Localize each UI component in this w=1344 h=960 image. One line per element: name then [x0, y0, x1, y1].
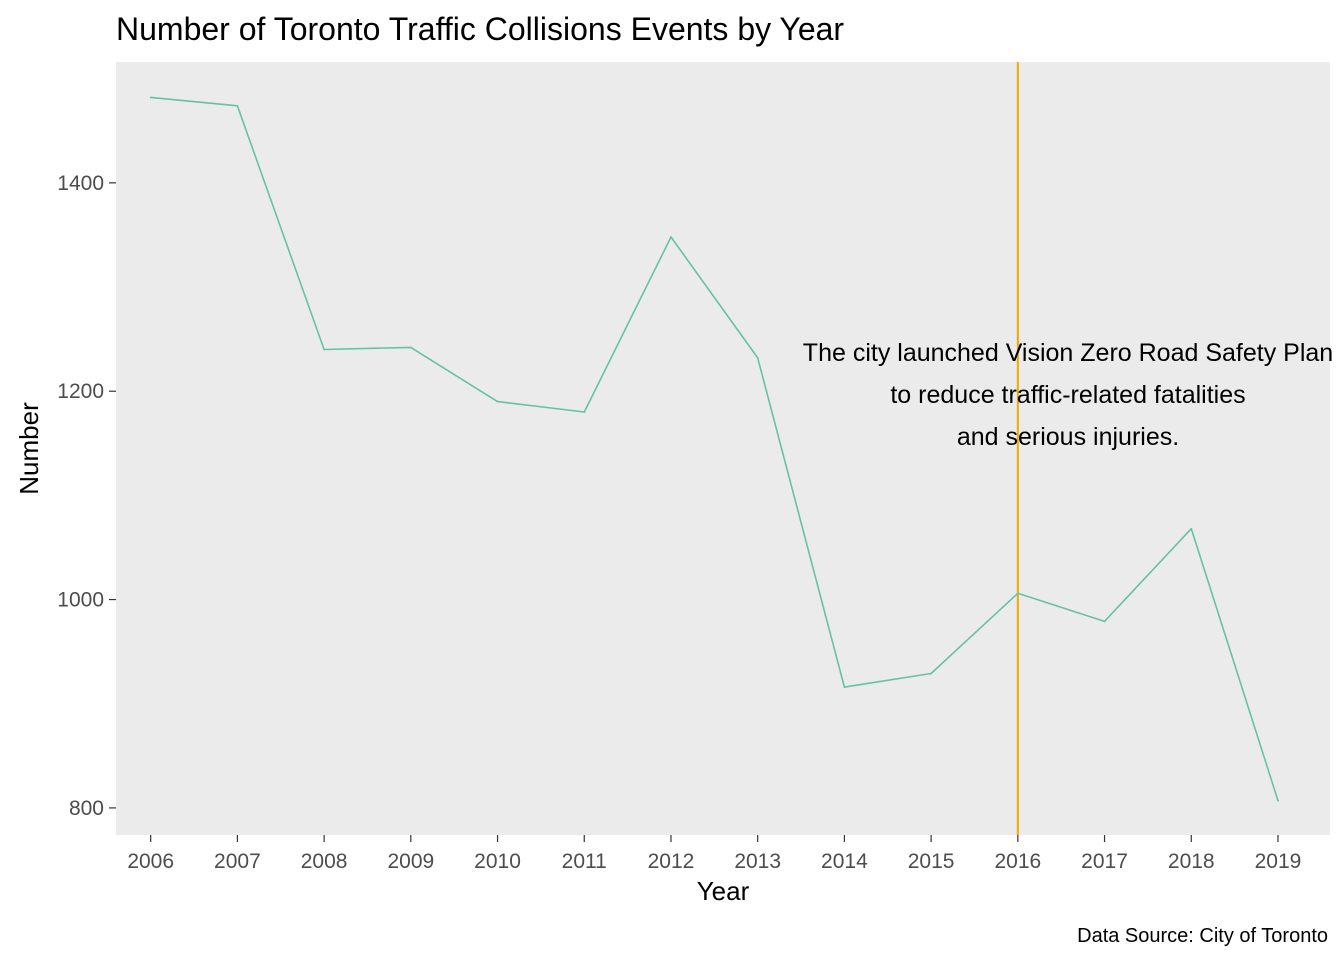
data-point-2009: [409, 346, 412, 349]
data-point-2012: [670, 236, 672, 238]
x-tick-label: 2012: [648, 850, 695, 873]
x-axis: 2006 2007 2008 2009 2010 2011 2012 2013 2014 2015…: [127, 835, 1301, 873]
y-axis: 800 1000 1200 1400: [57, 172, 116, 820]
x-tick-label: 2013: [734, 850, 781, 873]
data-point-2019: [1277, 799, 1279, 802]
annotation-line: to reduce traffic-related fatalities: [890, 381, 1245, 409]
data-point-2008: [323, 348, 326, 351]
x-tick-label: 2018: [1168, 850, 1215, 873]
x-tick-label: 2006: [127, 850, 174, 873]
data-point-2010: [496, 400, 499, 403]
y-axis-title: Number: [14, 402, 44, 495]
x-tick-label: 2011: [562, 850, 607, 873]
x-tick-label: 2016: [994, 850, 1041, 873]
annotation-line: and serious injuries.: [957, 423, 1179, 451]
x-tick-label: 2007: [214, 850, 261, 873]
x-tick-label: 2009: [387, 850, 434, 873]
data-point-2013: [756, 356, 759, 359]
x-axis-title: Year: [697, 876, 750, 906]
y-tick-label: 1200: [57, 380, 104, 403]
x-tick-label: 2015: [908, 850, 955, 873]
x-tick-label: 2019: [1255, 850, 1302, 873]
annotation: The city launched Vision Zero Road Safet…: [803, 339, 1333, 451]
data-point-2007: [236, 104, 239, 107]
data-point-2017: [1103, 620, 1106, 623]
data-point-2011: [583, 411, 586, 413]
y-tick-label: 1400: [57, 172, 104, 195]
y-tick-label: 1000: [57, 589, 104, 612]
data-source-caption: Data Source: City of Toronto: [1077, 925, 1328, 947]
data-point-2016: [1016, 592, 1019, 595]
data-point-2014: [843, 686, 846, 688]
data-point-2015: [930, 672, 933, 675]
annotation-line: The city launched Vision Zero Road Safet…: [803, 339, 1333, 367]
chart-title: Number of Toronto Traffic Collisions Eve…: [116, 11, 844, 47]
x-tick-label: 2014: [821, 850, 868, 873]
x-tick-label: 2010: [474, 850, 521, 873]
plot-panel: [116, 62, 1330, 835]
data-point-2018: [1190, 527, 1193, 530]
series-line: [150, 96, 1279, 801]
x-tick-label: 2017: [1081, 850, 1128, 873]
y-tick-label: 800: [69, 797, 104, 820]
data-point-2006: [149, 96, 152, 99]
data-points: [149, 96, 1279, 802]
x-tick-label: 2008: [301, 850, 348, 873]
